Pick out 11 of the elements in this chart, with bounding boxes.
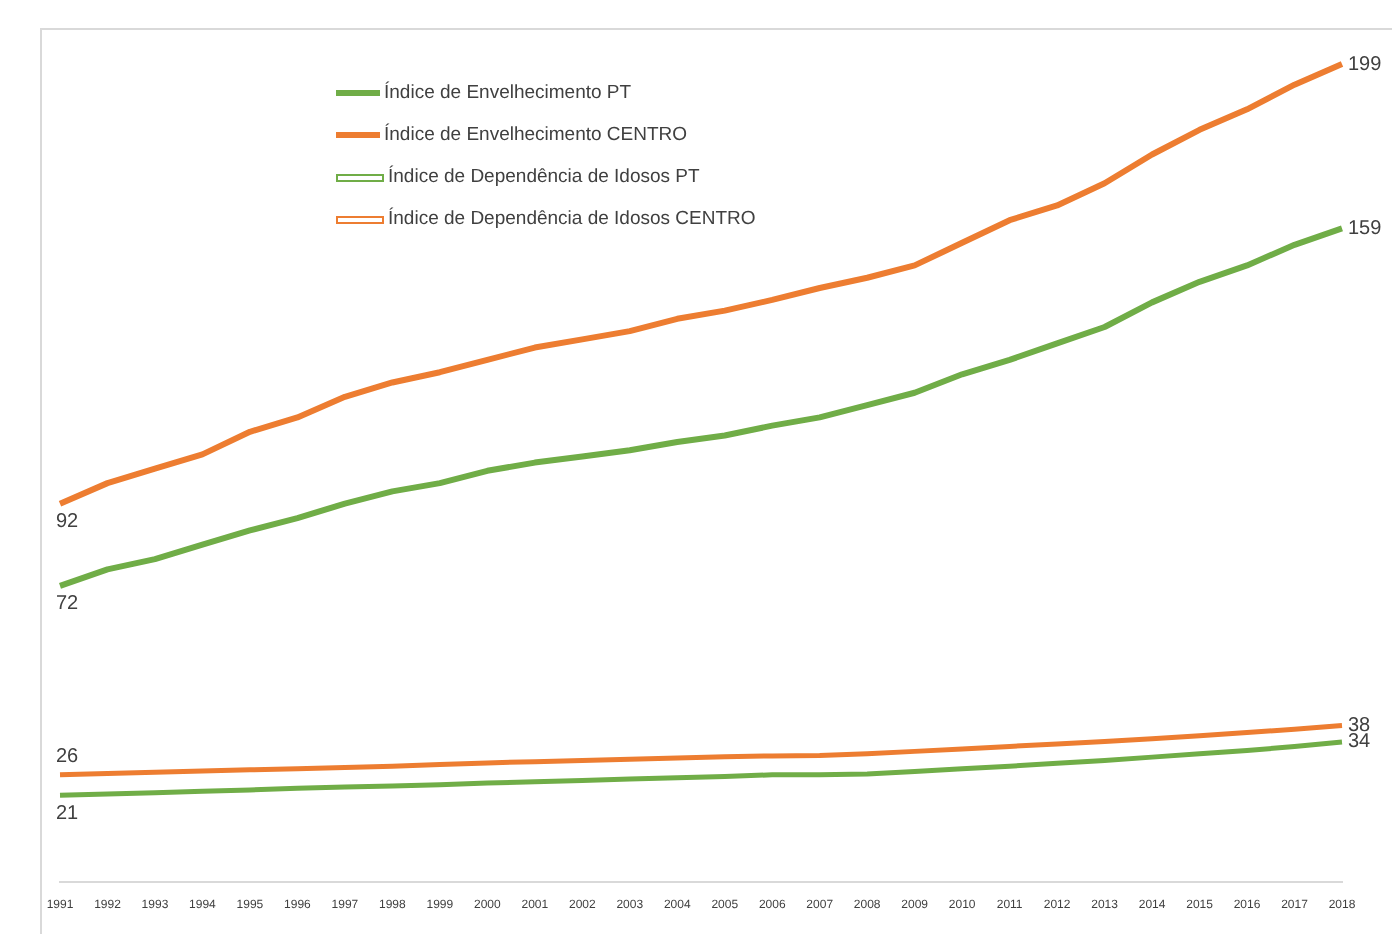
legend-label: Índice de Dependência de Idosos PT: [388, 163, 700, 192]
data-label: 159: [1348, 217, 1383, 240]
legend-label: Índice de Dependência de Idosos CENTRO: [388, 205, 756, 234]
data-label: 26: [56, 746, 80, 769]
data-label: 92: [56, 511, 80, 534]
data-label: 21: [56, 802, 80, 825]
legend-label: Índice de Envelhecimento CENTRO: [384, 121, 688, 150]
data-label: 34: [1348, 731, 1372, 754]
data-label: 199: [1348, 53, 1383, 76]
legend-label: Índice de Envelhecimento PT: [384, 79, 632, 108]
data-label: 72: [56, 593, 80, 616]
